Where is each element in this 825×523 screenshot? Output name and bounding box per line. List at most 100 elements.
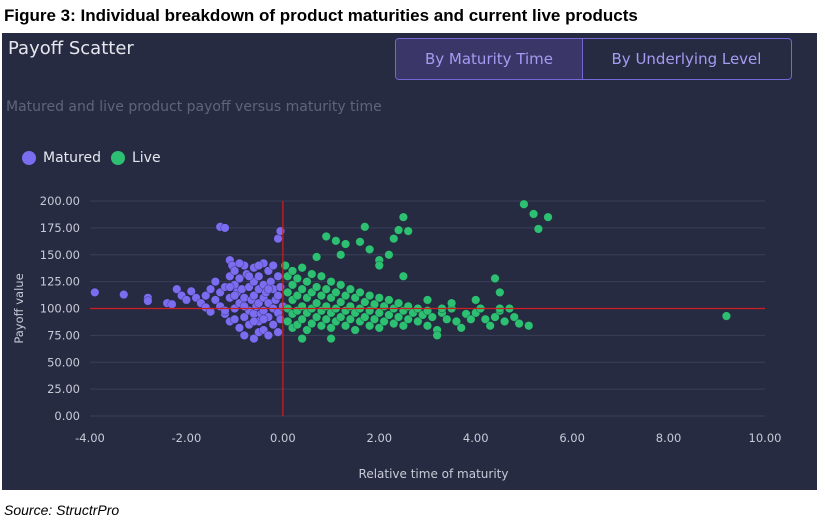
scatter-point-matured	[230, 314, 240, 324]
scatter-point-matured	[210, 277, 220, 287]
view-toggle: By Maturity Time By Underlying Level	[395, 38, 792, 80]
scatter-point-matured	[201, 291, 211, 301]
scatter-point-live	[721, 311, 732, 321]
scatter-point-matured	[244, 271, 254, 281]
x-tick-label: -4.00	[75, 431, 105, 445]
scatter-point-live	[355, 287, 365, 297]
figure-source: Source: StructrPro	[4, 502, 120, 518]
scatter-point-matured	[263, 330, 273, 340]
scatter-point-matured	[234, 323, 245, 333]
figure-title: Figure 3: Individual breakdown of produc…	[4, 6, 638, 25]
scatter-point-live	[509, 312, 519, 322]
legend-label-live: Live	[131, 150, 161, 166]
scatter-point-live	[413, 316, 423, 327]
y-tick-label: 150.00	[40, 248, 80, 262]
scatter-point-live	[447, 298, 457, 308]
x-tick-label: 6.00	[559, 431, 585, 445]
scatter-point-live	[490, 273, 500, 283]
scatter-point-matured	[172, 284, 182, 294]
scatter-point-live	[384, 310, 394, 320]
scatter-point-matured	[249, 316, 259, 327]
scatter-point-live	[316, 291, 327, 301]
scatter-point-live	[336, 297, 346, 307]
x-tick-label: 4.00	[463, 431, 489, 445]
scatter-point-live	[355, 237, 365, 247]
y-tick-label: 175.00	[40, 221, 80, 235]
by-maturity-time-button[interactable]: By Maturity Time	[396, 39, 583, 79]
scatter-point-matured	[249, 291, 259, 301]
scatter-point-live	[292, 273, 302, 283]
y-tick-label: 100.00	[40, 302, 80, 316]
scatter-point-live	[287, 280, 298, 290]
scatter-point-matured	[268, 260, 278, 271]
scatter-point-live	[345, 314, 355, 324]
by-underlying-level-button[interactable]: By Underlying Level	[611, 50, 762, 68]
scatter-point-matured	[220, 223, 230, 233]
scatter-point-live	[524, 321, 534, 331]
scatter-point-live	[384, 250, 394, 260]
scatter-point-matured	[210, 295, 220, 305]
scatter-point-live	[302, 325, 312, 335]
x-axis-title: Relative time of maturity	[359, 467, 509, 481]
scatter-point-live	[321, 284, 331, 294]
scatter-point-live	[480, 314, 490, 324]
scatter-point-live	[287, 266, 298, 276]
scatter-point-live	[398, 321, 408, 331]
scatter-point-matured	[90, 287, 100, 297]
scatter-point-live	[427, 312, 437, 322]
scatter-point-live	[403, 226, 413, 236]
scatter-point-live	[307, 269, 317, 279]
scatter-point-live	[432, 330, 442, 340]
scatter-point-live	[374, 260, 384, 271]
scatter-point-matured	[273, 271, 283, 281]
scatter-point-live	[340, 291, 351, 301]
scatter-point-matured	[239, 312, 249, 322]
scatter-point-live	[422, 295, 433, 305]
scatter-point-matured	[239, 301, 249, 311]
scatter-point-live	[331, 287, 341, 297]
scatter-point-live	[374, 293, 384, 303]
scatter-point-live	[297, 284, 307, 294]
scatter-point-matured	[225, 282, 235, 292]
scatter-point-live	[316, 321, 327, 331]
scatter-point-matured	[205, 307, 216, 317]
scatter-point-live	[543, 212, 553, 222]
scatter-point-live	[365, 244, 375, 254]
x-tick-label: 8.00	[656, 431, 682, 445]
legend-dot-live	[110, 151, 125, 165]
scatter-point-live	[466, 314, 476, 324]
scatter-point-matured	[254, 271, 264, 281]
scatter-point-matured	[249, 334, 259, 344]
scatter-point-live	[297, 334, 307, 344]
panel-subtitle: Matured and live product payoff versus m…	[6, 99, 382, 115]
y-tick-label: 25.00	[47, 382, 80, 396]
legend-item-matured[interactable]: Matured	[22, 150, 101, 166]
scatter-point-live	[384, 295, 394, 305]
scatter-point-matured	[234, 258, 245, 268]
scatter-point-live	[312, 312, 322, 322]
scatter-point-live	[283, 287, 293, 297]
scatter-point-live	[326, 277, 336, 287]
scatter-point-live	[336, 280, 346, 290]
scatter-point-live	[336, 250, 346, 260]
legend-item-live[interactable]: Live	[110, 150, 161, 166]
scatter-point-live	[393, 225, 404, 235]
scatter-point-live	[398, 271, 408, 281]
scatter-point-matured	[167, 299, 177, 309]
scatter-point-live	[495, 287, 505, 297]
chart-legend: Matured Live	[22, 150, 161, 166]
scatter-point-matured	[234, 273, 245, 283]
scatter-point-live	[326, 334, 336, 344]
scatter-point-live	[519, 199, 529, 209]
y-tick-label: 125.00	[40, 275, 80, 289]
scatter-point-live	[533, 224, 543, 234]
scatter-point-matured	[258, 314, 269, 324]
scatter-point-live	[321, 314, 331, 324]
scatter-point-matured	[268, 320, 278, 330]
scatter-point-live	[302, 277, 312, 287]
scatter-point-live	[528, 209, 539, 219]
scatter-point-matured	[220, 306, 230, 316]
scatter-point-live	[422, 321, 433, 331]
scatter-point-live	[365, 321, 375, 331]
scatter-point-matured	[239, 330, 249, 340]
